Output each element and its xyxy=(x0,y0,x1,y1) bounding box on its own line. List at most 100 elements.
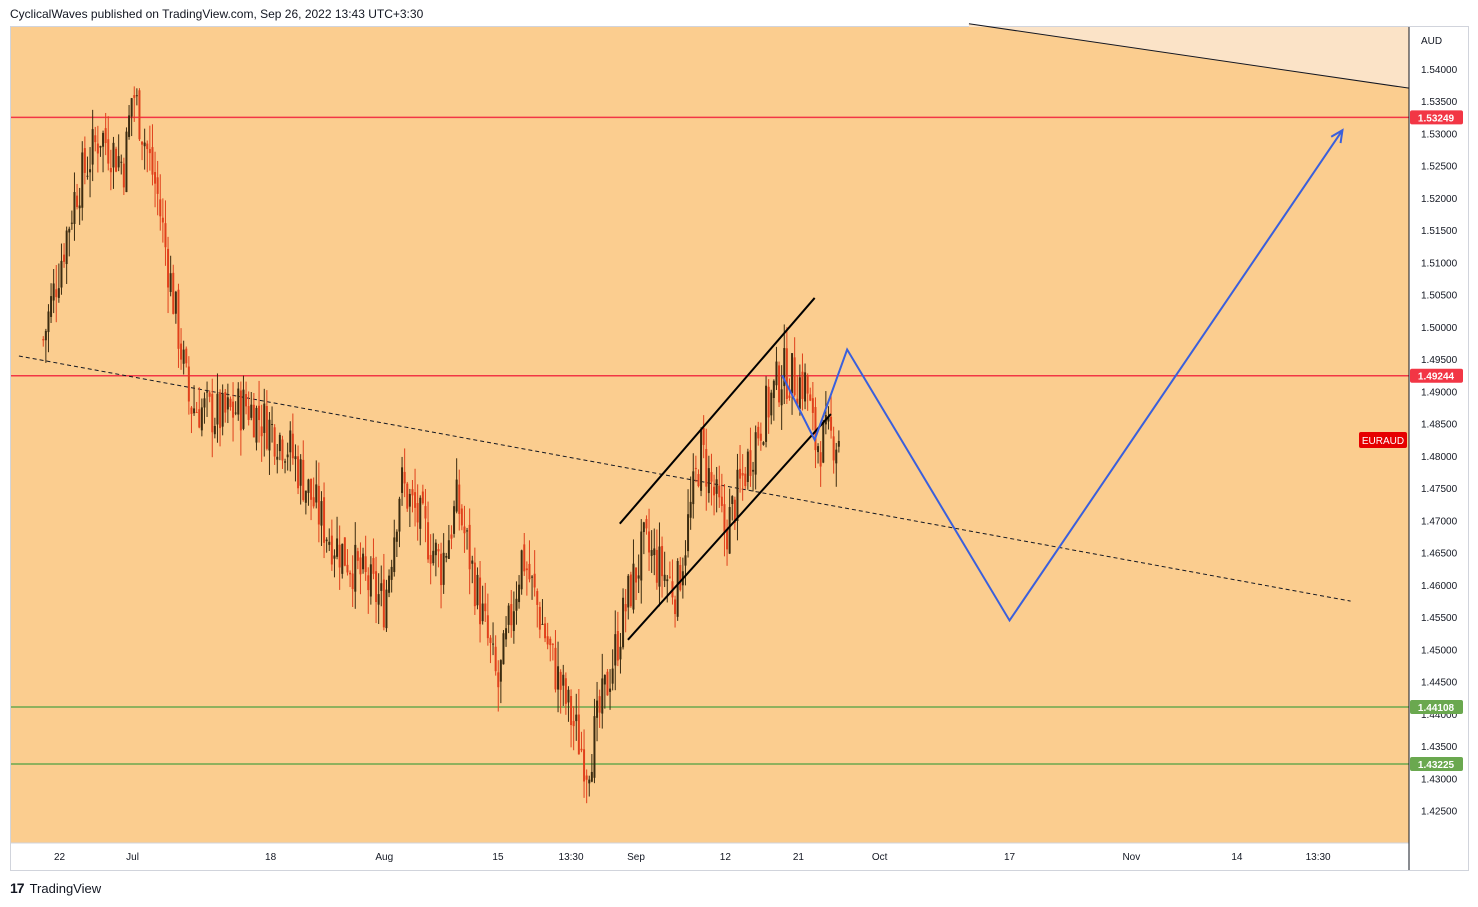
candle-body xyxy=(307,479,310,493)
candle-body xyxy=(372,558,375,574)
candle-body xyxy=(788,395,791,398)
candle-body xyxy=(783,348,786,387)
candle-body xyxy=(226,397,229,410)
candle-body xyxy=(715,479,718,494)
candle-body xyxy=(44,330,47,341)
x-tick-label: 13:30 xyxy=(1306,852,1331,863)
candle-body xyxy=(164,223,167,248)
candle-body xyxy=(460,508,463,526)
candle-body xyxy=(775,361,778,386)
candle-body xyxy=(232,401,235,418)
candle-body xyxy=(481,603,484,622)
candle-body xyxy=(484,603,487,612)
candle-body xyxy=(135,95,138,97)
candle-body xyxy=(629,574,632,607)
candle-body xyxy=(507,605,510,625)
candle-body xyxy=(733,499,736,523)
candle-body xyxy=(86,175,89,177)
y-tick-label: 1.54000 xyxy=(1421,65,1458,76)
candle-body xyxy=(429,554,432,564)
x-tick-label: Jul xyxy=(126,852,139,863)
candle-body xyxy=(65,230,68,265)
candle-body xyxy=(468,524,471,570)
y-tick-label: 1.53500 xyxy=(1421,97,1458,108)
candle-body xyxy=(700,430,703,491)
candle-body xyxy=(375,571,378,603)
candle-body xyxy=(538,606,541,630)
y-tick-label: 1.43000 xyxy=(1421,774,1458,785)
candle-body xyxy=(380,583,383,591)
candle-body xyxy=(203,398,206,408)
candle-body xyxy=(351,573,354,590)
candle-body xyxy=(804,372,807,402)
candle-body xyxy=(271,424,274,426)
candle-body xyxy=(476,574,479,606)
candle-body xyxy=(830,416,833,431)
candle-body xyxy=(710,472,713,482)
candle-body xyxy=(780,389,783,406)
candle-body xyxy=(237,388,240,415)
candle-body xyxy=(320,501,323,526)
candle-body xyxy=(167,248,170,288)
candle-body xyxy=(83,148,86,173)
candle-body xyxy=(427,522,430,560)
candle-body xyxy=(572,720,575,727)
channel-upper-line[interactable] xyxy=(619,297,816,525)
candle-body xyxy=(772,380,775,399)
candle-body xyxy=(512,611,515,632)
x-tick-label: Aug xyxy=(375,852,393,863)
candle-body xyxy=(705,449,708,487)
candle-body xyxy=(453,506,456,534)
candle-body xyxy=(440,553,443,586)
candle-body xyxy=(676,560,679,617)
candle-body xyxy=(424,506,427,519)
candle-body xyxy=(458,484,461,514)
candle-body xyxy=(835,449,838,464)
candle-body xyxy=(575,714,578,722)
candle-body xyxy=(330,535,333,565)
candle-body xyxy=(645,519,648,529)
channel-lower-line[interactable] xyxy=(627,413,832,641)
candle-body xyxy=(754,432,757,475)
y-tick-label: 1.46500 xyxy=(1421,549,1458,560)
x-tick-label: 17 xyxy=(1004,852,1016,863)
x-tick-label: Nov xyxy=(1122,852,1140,863)
candle-body xyxy=(499,660,502,682)
candle-body xyxy=(473,562,476,607)
candle-body xyxy=(570,696,573,726)
candle-body xyxy=(328,541,331,545)
y-tick-label: 1.48500 xyxy=(1421,420,1458,431)
candle-body xyxy=(143,142,146,147)
candle-body xyxy=(533,573,536,588)
candle-body xyxy=(323,497,326,543)
candle-body xyxy=(416,503,419,523)
candle-body xyxy=(702,428,705,445)
candle-body xyxy=(130,98,133,117)
x-tick-label: 12 xyxy=(720,852,732,863)
candle-body xyxy=(299,459,302,486)
candle-body xyxy=(728,507,731,554)
y-tick-label: 1.47500 xyxy=(1421,484,1458,495)
candle-body xyxy=(650,550,653,556)
descending-trendline[interactable] xyxy=(968,23,1410,89)
candle-body xyxy=(268,419,271,451)
candle-body xyxy=(811,398,814,413)
arrowhead-icon xyxy=(1330,128,1344,144)
candle-body xyxy=(395,531,398,542)
candle-body xyxy=(580,748,583,751)
candle-body xyxy=(219,392,222,429)
candle-body xyxy=(489,637,492,643)
footer: 17 TradingView xyxy=(10,880,101,896)
tradingview-logo-icon: 17 xyxy=(10,880,25,896)
x-tick-label: 15 xyxy=(492,852,504,863)
candle-body xyxy=(276,456,279,460)
candle-body xyxy=(515,598,518,611)
projection-path[interactable] xyxy=(781,129,1344,623)
candle-body xyxy=(679,564,682,590)
candle-body xyxy=(562,674,565,686)
candle-body xyxy=(731,496,734,504)
candle-body xyxy=(70,222,73,224)
candle-body xyxy=(603,675,606,685)
candle-body xyxy=(133,95,136,98)
